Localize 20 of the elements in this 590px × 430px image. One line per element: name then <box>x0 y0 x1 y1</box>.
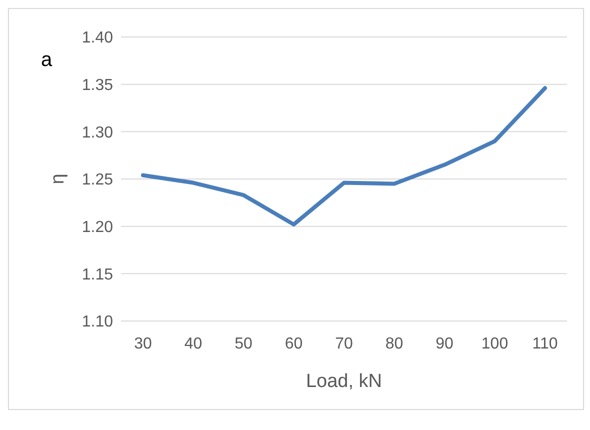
x-tick-label: 50 <box>234 335 252 352</box>
x-tick-label: 80 <box>385 335 404 352</box>
x-tick-label: 60 <box>284 335 303 352</box>
x-tick-label: 90 <box>436 335 454 352</box>
y-tick-label: 1.40 <box>82 30 114 47</box>
x-tick-label: 30 <box>134 335 152 352</box>
x-tick-label: 100 <box>481 335 508 352</box>
y-tick-label: 1.10 <box>82 314 114 331</box>
x-tick-label: 70 <box>335 335 353 352</box>
y-tick-label: 1.15 <box>82 266 114 284</box>
text: a <box>41 49 52 72</box>
x-tick-label: 40 <box>184 335 202 352</box>
y-tick-label: 1.30 <box>82 124 114 142</box>
y-tick-label: 1.20 <box>82 219 114 236</box>
x-axis-title: Load, kN <box>306 371 382 392</box>
line-series <box>141 86 547 226</box>
y-tick-label: 1.25 <box>82 172 114 189</box>
x-tick-label: 110 <box>532 335 558 352</box>
y-axis-title: η <box>48 174 69 184</box>
y-tick-label: 1.35 <box>82 77 114 94</box>
